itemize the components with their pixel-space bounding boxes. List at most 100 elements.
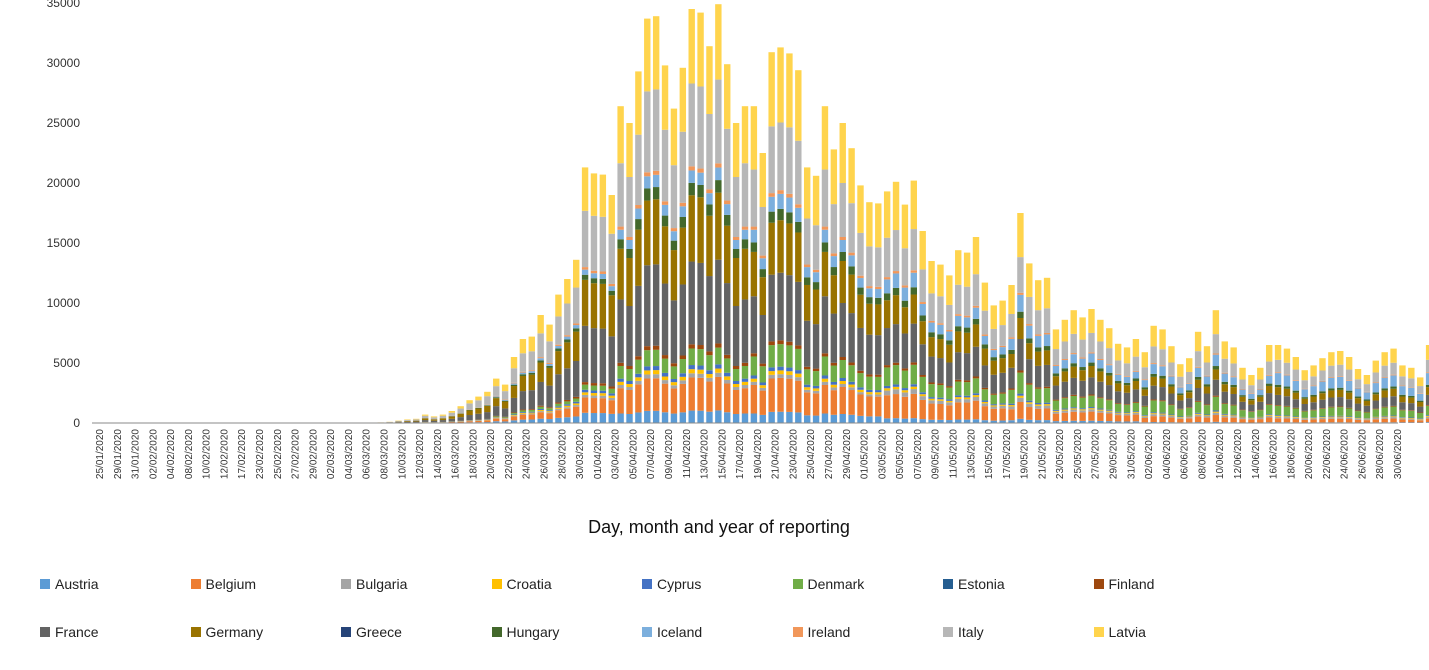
- bar-segment-latvia: [768, 52, 775, 127]
- bar-segment-iceland: [1070, 354, 1077, 364]
- y-tick-label: 30000: [47, 56, 81, 70]
- bar-segment-hungary: [652, 187, 660, 200]
- bar-segment-germany: [626, 258, 633, 306]
- bar-segment-italy: [1310, 376, 1317, 386]
- bar-segment-latvia: [1168, 346, 1175, 363]
- bar-segment-cyprus: [919, 392, 926, 395]
- legend-swatch: [642, 579, 652, 589]
- x-tick-label: 26/03/2020: [540, 429, 551, 479]
- bar-segment-austria: [697, 410, 704, 423]
- bar-segment-bulgaria: [1168, 416, 1175, 418]
- bar-segment-denmark: [741, 365, 749, 379]
- bar-segment-italy: [510, 368, 518, 383]
- bar-segment-ireland: [688, 166, 695, 171]
- bar-segment-bulgaria: [1274, 416, 1282, 419]
- bar-segment-latvia: [1354, 369, 1362, 380]
- bar-segment-bulgaria: [732, 387, 740, 390]
- bar-segment-croatia: [626, 384, 633, 387]
- bar-segment-cyprus: [857, 387, 864, 390]
- bar-segment-denmark: [1221, 404, 1228, 414]
- bar-segment-denmark: [1328, 407, 1335, 416]
- bar-segment-belgium: [1292, 419, 1300, 423]
- bar-segment-croatia: [652, 370, 660, 375]
- bar-segment-belgium: [1088, 411, 1095, 421]
- legend-item-austria: Austria: [40, 576, 99, 592]
- bar-segment-bulgaria: [555, 408, 562, 411]
- x-tick-label: 31/05/2020: [1126, 429, 1137, 479]
- bar-segment-latvia: [1399, 365, 1406, 377]
- x-tick-label: 27/04/2020: [824, 429, 835, 479]
- bar-segment-cyprus: [1106, 409, 1113, 411]
- bar-segment-denmark: [617, 365, 624, 379]
- x-tick-label: 26/06/2020: [1357, 429, 1368, 479]
- bar-segment-belgium: [803, 392, 811, 416]
- bar-segment-belgium: [1079, 412, 1086, 421]
- bar-segment-ireland: [883, 277, 891, 280]
- bar-segment-denmark: [786, 345, 793, 368]
- bar-segment-finland: [573, 396, 580, 399]
- bar-segment-croatia: [1114, 412, 1122, 414]
- bar-segment-belgium: [901, 396, 909, 419]
- bar-segment-iceland: [1017, 294, 1024, 312]
- bar-segment-hungary: [670, 240, 678, 251]
- bar-segment-ireland: [972, 305, 980, 308]
- bar-segment-bulgaria: [1301, 418, 1308, 420]
- bar-segment-denmark: [1248, 411, 1255, 418]
- legend-item-croatia: Croatia: [491, 576, 552, 592]
- bar-segment-latvia: [937, 264, 944, 297]
- bar-segment-bulgaria: [1319, 417, 1326, 420]
- bar-segment-finland: [1088, 394, 1095, 396]
- bar-segment-bulgaria: [724, 379, 731, 384]
- bar-segment-cyprus: [777, 366, 784, 371]
- bar-segment-finland: [1381, 406, 1388, 408]
- bar-segment-latvia: [670, 108, 678, 166]
- bar-segment-finland: [599, 383, 607, 386]
- bar-segment-france: [768, 274, 775, 342]
- y-tick-label: 15000: [47, 236, 81, 250]
- bar-segment-hungary: [937, 334, 944, 340]
- bar-segment-iceland: [519, 372, 527, 375]
- bar-segment-austria: [990, 420, 997, 423]
- bar-segment-germany: [599, 283, 607, 329]
- bar-segment-ireland: [590, 270, 598, 274]
- bar-segment-hungary: [875, 297, 882, 305]
- bar-segment-cyprus: [1132, 411, 1140, 413]
- bar-segment-croatia: [777, 370, 784, 375]
- bar-segment-ireland: [1239, 388, 1246, 390]
- bar-segment-denmark: [1123, 404, 1131, 413]
- bar-segment-iceland: [493, 396, 500, 398]
- bar-segment-italy: [457, 408, 464, 414]
- bar-segment-italy: [839, 183, 846, 237]
- bar-segment-croatia: [1177, 417, 1184, 418]
- bar-segment-iceland: [626, 240, 633, 249]
- bar-segment-france: [1150, 385, 1157, 400]
- bar-segment-croatia: [1043, 404, 1051, 406]
- bar-segment-latvia: [883, 191, 891, 238]
- bar-segment-france: [590, 328, 598, 384]
- bar-segment-iceland: [901, 287, 909, 301]
- bar-segment-ireland: [1337, 376, 1344, 377]
- bar-segment-belgium: [724, 383, 731, 413]
- bars-group: [377, 4, 1429, 423]
- bar-segment-denmark: [564, 401, 571, 405]
- bar-segment-finland: [1177, 408, 1184, 410]
- bar-segment-ireland: [1132, 370, 1140, 372]
- bar-segment-denmark: [883, 367, 891, 386]
- bar-segment-croatia: [848, 384, 855, 388]
- bar-segment-iceland: [724, 204, 731, 215]
- bar-segment-hungary: [759, 269, 766, 278]
- bar-segment-croatia: [1203, 415, 1211, 417]
- legend-item-ireland: Ireland: [792, 624, 850, 640]
- bar-segment-germany: [1425, 387, 1429, 395]
- bar-segment-france: [661, 283, 669, 356]
- bar-segment-bulgaria: [1203, 416, 1211, 418]
- bar-segment-cyprus: [688, 365, 695, 370]
- bar-segment-italy: [786, 127, 793, 194]
- bar-segment-bulgaria: [919, 396, 926, 400]
- bar-segment-hungary: [1106, 372, 1113, 376]
- bar-segment-croatia: [1381, 416, 1388, 418]
- bar-segment-latvia: [1088, 309, 1095, 333]
- bar-segment-finland: [688, 344, 695, 349]
- bar-segment-belgium: [883, 395, 891, 419]
- bar-segment-italy: [1425, 359, 1429, 373]
